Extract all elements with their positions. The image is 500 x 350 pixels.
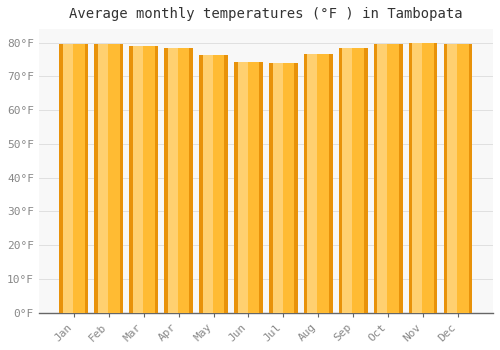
Bar <box>202 55 212 313</box>
Bar <box>133 46 143 313</box>
Bar <box>154 46 158 313</box>
Bar <box>304 54 332 313</box>
Bar <box>364 48 368 313</box>
Bar <box>130 46 158 313</box>
Bar <box>339 48 342 313</box>
Bar <box>63 43 73 313</box>
Bar <box>164 48 168 313</box>
Bar <box>374 44 378 313</box>
Bar <box>409 43 438 313</box>
Bar <box>98 44 108 313</box>
Bar <box>190 48 193 313</box>
Bar <box>434 43 438 313</box>
Bar <box>294 63 298 313</box>
Bar <box>272 63 282 313</box>
Bar <box>444 43 447 313</box>
Bar <box>164 48 193 313</box>
Bar <box>234 63 237 313</box>
Bar <box>308 54 318 313</box>
Bar <box>444 43 472 313</box>
Bar <box>342 48 352 313</box>
Bar <box>409 43 412 313</box>
Bar <box>224 55 228 313</box>
Bar <box>94 44 98 313</box>
Bar <box>399 44 402 313</box>
Bar <box>199 55 228 313</box>
Bar <box>374 44 402 313</box>
Bar <box>269 63 298 313</box>
Bar <box>199 55 202 313</box>
Bar <box>412 43 422 313</box>
Bar <box>260 63 263 313</box>
Bar <box>60 43 63 313</box>
Bar <box>60 43 88 313</box>
Bar <box>94 44 123 313</box>
Bar <box>84 43 88 313</box>
Bar <box>447 43 457 313</box>
Bar <box>329 54 332 313</box>
Bar <box>234 63 263 313</box>
Bar <box>168 48 177 313</box>
Bar <box>238 63 248 313</box>
Bar <box>269 63 272 313</box>
Bar <box>130 46 133 313</box>
Bar <box>120 44 123 313</box>
Bar <box>469 43 472 313</box>
Bar <box>339 48 368 313</box>
Bar <box>304 54 308 313</box>
Title: Average monthly temperatures (°F ) in Tambopata: Average monthly temperatures (°F ) in Ta… <box>69 7 462 21</box>
Bar <box>378 44 388 313</box>
